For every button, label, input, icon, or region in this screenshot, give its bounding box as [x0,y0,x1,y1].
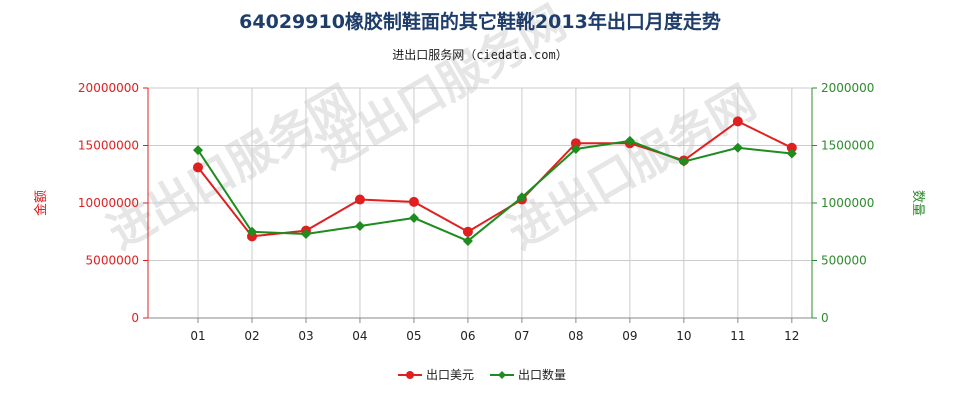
legend: 出口美元 出口数量 [398,367,566,382]
x-tick-label: 04 [352,329,367,343]
y-right-tick-label: 2000000 [821,81,874,95]
series-1-point [732,116,743,127]
series-2-point [624,135,635,146]
series-2-point [462,235,473,246]
series-2-point [678,156,689,167]
series-line-2 [197,139,792,243]
series-1-point [462,226,473,237]
x-tick-label: 01 [190,329,205,343]
series-layer [193,116,797,246]
x-tick-label: 11 [730,329,745,343]
series-2-point [193,145,203,156]
series-2-point [732,142,743,153]
series-line-1 [197,120,793,238]
watermark-text: 进出口服务网 [499,75,765,260]
x-tick-label: 12 [784,329,799,343]
x-tick-label: 05 [406,329,421,343]
series-1-point [354,194,365,205]
tick-labels: 0 5000000 10000000 15000000 20000000 0 500000 1… [78,81,875,343]
x-tick-label: 10 [676,329,691,343]
y-left-tick-label: 20000000 [78,81,139,95]
legend-label: 出口美元 [426,368,474,382]
y-axis-right-label: 数量 [910,190,925,216]
series-1-point [193,162,203,173]
x-tick-label: 06 [460,329,475,343]
legend-marker [498,371,506,379]
y-left-tick-label: 5000000 [86,254,139,268]
x-tick-label: 09 [622,329,637,343]
series-2-point [570,143,581,154]
y-right-tick-label: 1000000 [821,196,874,210]
x-tick-label: 02 [244,329,259,343]
y-right-tick-label: 1500000 [821,139,874,153]
x-tick-label: 07 [514,329,529,343]
chart-title: 64029910橡胶制鞋面的其它鞋靴2013年出口月度走势 [239,10,721,33]
y-right-tick-label: 0 [821,311,829,325]
series-1-point [570,138,581,149]
y-right-tick-label: 500000 [821,254,867,268]
y-left-tick-label: 15000000 [78,139,139,153]
series-2-point [408,212,419,223]
y-left-tick-label: 10000000 [78,196,139,210]
x-tick-label: 08 [568,329,583,343]
series-1-point [786,142,797,153]
legend-label: 出口数量 [518,367,566,382]
y-axis-left-label: 金额 [33,190,49,216]
series-2-point [786,148,797,159]
series-2-point [354,221,365,231]
series-2-point [516,192,527,203]
y-left-tick-label: 0 [131,311,139,325]
x-tick-label: 03 [298,329,313,343]
chart-subtitle: 进出口服务网（ciedata.com） [392,47,567,62]
legend-marker [406,371,414,379]
series-1-point [408,196,419,207]
series-2-point [300,229,311,240]
series-2-point [246,226,257,237]
